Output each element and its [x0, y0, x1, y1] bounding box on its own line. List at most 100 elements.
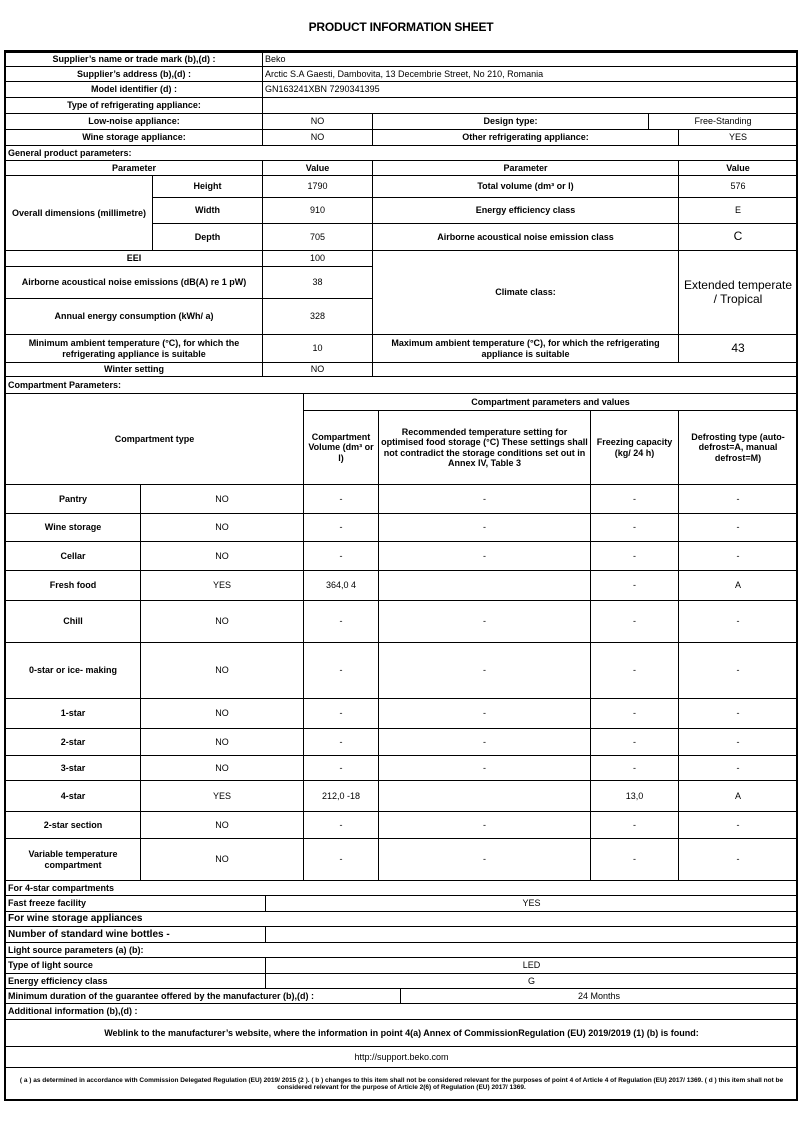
fast-freeze-label: Fast freeze facility [5, 895, 266, 912]
compartment-freezing-capacity: - [590, 698, 679, 729]
annual-energy-label: Annual energy consumption (kWh/ a) [5, 298, 263, 335]
weblink-url[interactable]: http://support.beko.com [5, 1046, 798, 1068]
compartment-freezing-capacity: - [590, 600, 679, 643]
supplier-name-value: Beko [262, 52, 798, 67]
compartment-name: Fresh food [5, 570, 141, 601]
compartment-temperature [378, 570, 591, 601]
compartment-defrost-type: - [678, 541, 798, 571]
compartment-present: NO [140, 600, 304, 643]
compartment-name: 4-star [5, 780, 141, 812]
compartment-present: NO [140, 541, 304, 571]
compartment-name: Pantry [5, 484, 141, 514]
compartment-freezing-capacity: - [590, 728, 679, 756]
compartment-defrost-type: - [678, 513, 798, 542]
compartment-present: YES [140, 570, 304, 601]
col-defrosting-type: Defrosting type (auto-defrost=A, manual … [678, 410, 798, 485]
wine-appliances-heading: For wine storage appliances [5, 911, 798, 927]
compartment-volume: - [303, 755, 379, 781]
compartment-present: NO [140, 642, 304, 699]
compartment-temperature: - [378, 513, 591, 542]
compartment-name: 3-star [5, 755, 141, 781]
compartment-present: YES [140, 780, 304, 812]
design-type-label: Design type: [372, 113, 649, 130]
compartment-defrost-type: - [678, 811, 798, 839]
compartment-name: Wine storage [5, 513, 141, 542]
eei-label: EEI [5, 250, 263, 267]
compartment-volume: - [303, 642, 379, 699]
general-parameters-heading: General product parameters: [5, 145, 798, 161]
compartment-temperature: - [378, 755, 591, 781]
climate-class-label: Climate class: [372, 250, 679, 335]
compartment-defrost-type: - [678, 698, 798, 729]
wine-storage-label: Wine storage appliance: [5, 129, 263, 146]
winter-setting-empty [372, 362, 798, 377]
col-temperature: Recommended temperature setting for opti… [378, 410, 591, 485]
guarantee-value: 24 Months [400, 988, 798, 1004]
fast-freeze-value: YES [265, 895, 798, 912]
low-noise-label: Low-noise appliance: [5, 113, 263, 130]
compartment-present: NO [140, 513, 304, 542]
footnote: ( a ) as determined in accordance with C… [5, 1067, 798, 1101]
compartment-name: 2-star [5, 728, 141, 756]
compartment-defrost-type: - [678, 642, 798, 699]
noise-emissions-value: 38 [262, 266, 373, 299]
page-title: PRODUCT INFORMATION SHEET [308, 20, 494, 34]
noise-emissions-label: Airborne acoustical noise emissions (dB(… [5, 266, 263, 299]
col-freezing-capacity: Freezing capacity (kg/ 24 h) [590, 410, 679, 485]
compartment-type-header: Compartment type [5, 393, 304, 485]
header-parameter-2: Parameter [372, 160, 679, 176]
min-ambient-value: 10 [262, 334, 373, 363]
compartment-present: NO [140, 811, 304, 839]
compartment-temperature: - [378, 811, 591, 839]
width-label: Width [152, 197, 263, 224]
compartment-freezing-capacity: - [590, 570, 679, 601]
low-noise-value: NO [262, 113, 373, 130]
compartment-defrost-type: A [678, 780, 798, 812]
four-star-heading: For 4-star compartments [5, 880, 798, 896]
compartment-freezing-capacity: - [590, 838, 679, 881]
winter-setting-value: NO [262, 362, 373, 377]
max-ambient-value: 43 [678, 334, 798, 363]
compartment-freezing-capacity: - [590, 755, 679, 781]
compartment-freezing-capacity: - [590, 484, 679, 514]
width-value: 910 [262, 197, 373, 224]
compartment-volume: - [303, 811, 379, 839]
compartment-present: NO [140, 838, 304, 881]
noise-class-value: C [678, 223, 798, 251]
compartment-temperature: - [378, 728, 591, 756]
compartment-volume: 364,0 4 [303, 570, 379, 601]
model-identifier-value: GN163241XBN 7290341395 [262, 81, 798, 98]
compartment-name: 1-star [5, 698, 141, 729]
col-volume: Compartment Volume (dm³ or l) [303, 410, 379, 485]
model-identifier-label: Model identifier (d) : [5, 81, 263, 98]
energy-class-label: Energy efficiency class [372, 197, 679, 224]
light-class-label: Energy efficiency class [5, 973, 266, 989]
compartment-present: NO [140, 728, 304, 756]
height-value: 1790 [262, 175, 373, 198]
compartment-temperature [378, 780, 591, 812]
supplier-name-label: Supplier’s name or trade mark (b),(d) : [5, 52, 263, 67]
supplier-address-value: Arctic S.A Gaesti, Dambovita, 13 Decembr… [262, 66, 798, 82]
compartment-temperature: - [378, 541, 591, 571]
light-type-label: Type of light source [5, 957, 266, 974]
compartment-volume: - [303, 541, 379, 571]
total-volume-value: 576 [678, 175, 798, 198]
compartment-freezing-capacity: - [590, 541, 679, 571]
energy-class-value: E [678, 197, 798, 224]
compartment-volume: - [303, 838, 379, 881]
compartment-present: NO [140, 698, 304, 729]
compartment-temperature: - [378, 642, 591, 699]
header-value-2: Value [678, 160, 798, 176]
depth-value: 705 [262, 223, 373, 251]
compartment-freezing-capacity: 13,0 [590, 780, 679, 812]
compartment-parameters-heading: Compartment Parameters: [5, 376, 798, 394]
other-appliance-value: YES [678, 129, 798, 146]
compartment-volume: - [303, 728, 379, 756]
compartment-temperature: - [378, 484, 591, 514]
annual-energy-value: 328 [262, 298, 373, 335]
weblink-label: Weblink to the manufacturer’s website, w… [5, 1019, 798, 1047]
eei-value: 100 [262, 250, 373, 267]
compartment-name: 2-star section [5, 811, 141, 839]
compartment-volume: - [303, 513, 379, 542]
compartment-volume: - [303, 484, 379, 514]
